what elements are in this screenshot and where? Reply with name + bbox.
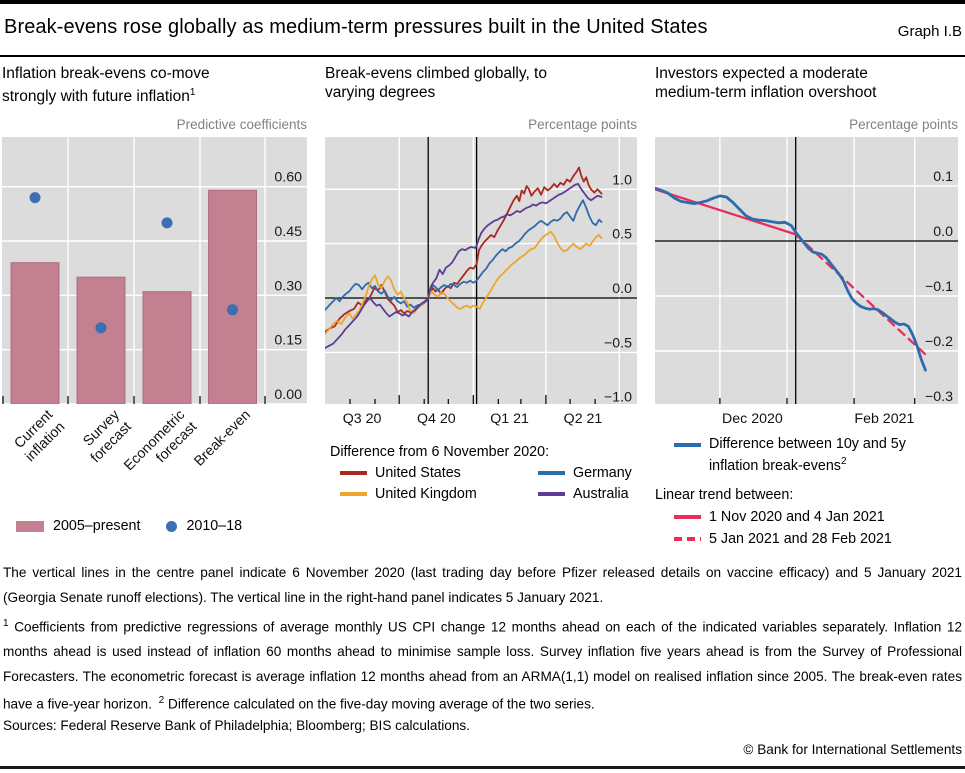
footnote-2-text: Difference calculated on the five-day mo… bbox=[168, 696, 595, 712]
dashed-trend-swatch-icon bbox=[674, 537, 701, 541]
legend-item-trend-dashed: 5 Jan 2021 and 28 Feb 2021 bbox=[655, 531, 963, 547]
left-panel-title-line2: strongly with future inflation bbox=[2, 88, 190, 106]
svg-text:0.60: 0.60 bbox=[274, 170, 302, 186]
right-panel-x-axis-labels: Dec 2020 Feb 2021 bbox=[655, 411, 958, 431]
svg-text:0.1: 0.1 bbox=[933, 169, 953, 185]
left-panel-legend: 2005–present 2010–18 bbox=[16, 518, 242, 534]
legend-label-line2: inflation break-evens2 bbox=[709, 456, 847, 475]
solid-trend-swatch-icon bbox=[674, 515, 701, 519]
svg-text:0.5: 0.5 bbox=[612, 227, 632, 243]
legend-item-trend-solid: 1 Nov 2020 and 4 Jan 2021 bbox=[655, 509, 963, 525]
x-tick-label: Q4 20 bbox=[416, 411, 456, 427]
centre-legend-grid: United States Germany United Kingdom Aus… bbox=[330, 465, 642, 502]
legend-item-2010-18: 2010–18 bbox=[166, 518, 242, 534]
legend-label-2005-present: 2005–present bbox=[53, 518, 141, 534]
trend-legend-title: Linear trend between: bbox=[655, 486, 794, 503]
left-panel-category-labels: Current inflation Survey forecast Economet… bbox=[2, 407, 307, 515]
footnotes-paragraph: 1 Coefficients from predictive regressio… bbox=[3, 612, 962, 717]
line-swatch-icon bbox=[340, 492, 367, 496]
left-panel-title: Inflation break-evens co-move strongly w… bbox=[2, 64, 314, 106]
centre-legend-title: Difference from 6 November 2020: bbox=[330, 444, 550, 460]
legend-label-breakeven-difference: Difference between 10y and 5y inflation … bbox=[709, 436, 906, 476]
centre-panel-x-axis-labels: Q3 20 Q4 20 Q1 21 Q2 21 bbox=[325, 411, 637, 431]
legend-label-united-kingdom: United Kingdom bbox=[375, 486, 477, 502]
legend-label-trend-dashed: 5 Jan 2021 and 28 Feb 2021 bbox=[709, 530, 892, 547]
line-swatch-icon bbox=[538, 492, 565, 496]
svg-text:−0.2: −0.2 bbox=[925, 334, 953, 350]
bar-swatch-icon bbox=[16, 520, 44, 532]
svg-text:0.45: 0.45 bbox=[274, 224, 302, 240]
x-tick-label: Q2 21 bbox=[563, 411, 603, 427]
svg-text:1.0: 1.0 bbox=[612, 172, 632, 188]
x-tick-label: Dec 2020 bbox=[722, 411, 783, 427]
centre-panel-title-line1: Break-evens climbed globally, to bbox=[325, 65, 547, 82]
centre-panel-title: Break-evens climbed globally, to varying… bbox=[325, 64, 637, 102]
legend-item-germany: Germany bbox=[538, 465, 642, 481]
svg-text:0.0: 0.0 bbox=[933, 224, 953, 240]
right-panel-line-chart: 0.1 0.0 −0.1 −0.2 −0.3 bbox=[655, 137, 958, 404]
svg-text:−0.5: −0.5 bbox=[604, 335, 632, 351]
legend-item-2005-present: 2005–present bbox=[16, 518, 140, 534]
right-panel-title-line1: Investors expected a moderate bbox=[655, 65, 868, 82]
right-panel-unit-label: Percentage points bbox=[849, 117, 958, 132]
top-rule bbox=[0, 0, 965, 4]
x-tick-label: Q3 20 bbox=[342, 411, 382, 427]
bottom-rule bbox=[0, 766, 965, 769]
legend-label-australia: Australia bbox=[573, 486, 629, 502]
legend-label-united-states: United States bbox=[375, 465, 461, 481]
line-swatch-icon bbox=[674, 443, 701, 447]
legend-item-united-states: United States bbox=[340, 465, 538, 481]
svg-text:−0.3: −0.3 bbox=[925, 389, 953, 404]
legend-label-germany: Germany bbox=[573, 465, 632, 481]
sources-line: Sources: Federal Reserve Bank of Philade… bbox=[3, 718, 470, 733]
centre-panel-unit-label: Percentage points bbox=[528, 117, 637, 132]
centre-panel-legend: Difference from 6 November 2020: United … bbox=[330, 444, 642, 502]
legend-label-line1: Difference between 10y and 5y bbox=[709, 436, 906, 452]
svg-text:−1.0: −1.0 bbox=[604, 390, 632, 404]
footnote-2-marker: 2 bbox=[158, 695, 165, 707]
x-tick-label: Q1 21 bbox=[490, 411, 529, 427]
svg-text:0.00: 0.00 bbox=[274, 387, 302, 403]
x-tick-label: Feb 2021 bbox=[854, 411, 915, 427]
dot-swatch-icon bbox=[166, 520, 178, 532]
page-title: Break-evens rose globally as medium-term… bbox=[4, 16, 708, 38]
centre-panel-line-chart: 1.0 0.5 0.0 −0.5 −1.0 bbox=[325, 137, 637, 404]
header-divider bbox=[0, 55, 965, 57]
copyright-notice: © Bank for International Settlements bbox=[743, 742, 962, 757]
left-panel-title-footnote-marker: 1 bbox=[189, 87, 196, 98]
legend-item-breakeven-difference: Difference between 10y and 5y inflation … bbox=[655, 436, 963, 476]
svg-text:0.30: 0.30 bbox=[274, 278, 302, 294]
figure-note: The vertical lines in the centre panel i… bbox=[3, 565, 962, 605]
centre-panel-title-line2: varying degrees bbox=[325, 84, 436, 101]
graph-number-label: Graph I.B bbox=[897, 23, 962, 40]
right-panel-title-line2: medium-term inflation overshoot bbox=[655, 84, 877, 101]
svg-text:0.15: 0.15 bbox=[274, 333, 302, 349]
right-panel-title: Investors expected a moderate medium-ter… bbox=[655, 64, 960, 102]
left-panel-unit-label: Predictive coefficients bbox=[176, 117, 307, 132]
legend-item-united-kingdom: United Kingdom bbox=[340, 486, 538, 502]
category-label: Econometric forecast bbox=[121, 407, 200, 475]
svg-text:0.0: 0.0 bbox=[612, 281, 632, 297]
legend-item-australia: Australia bbox=[538, 486, 642, 502]
line-swatch-icon bbox=[340, 471, 367, 475]
right-panel-legend: Difference between 10y and 5y inflation … bbox=[655, 436, 963, 547]
category-label: Break-even bbox=[191, 407, 254, 470]
legend-label-line2-text: inflation break-evens bbox=[709, 458, 841, 475]
left-panel-title-line1: Inflation break-evens co-move bbox=[2, 65, 210, 82]
footnote-1-marker: 1 bbox=[3, 618, 9, 629]
footnote-1-text: Coefficients from predictive regressions… bbox=[3, 619, 962, 712]
legend-footnote-marker: 2 bbox=[840, 456, 847, 468]
line-swatch-icon bbox=[538, 471, 565, 475]
legend-label-trend-solid: 1 Nov 2020 and 4 Jan 2021 bbox=[709, 508, 885, 525]
legend-label-2010-18: 2010–18 bbox=[186, 518, 243, 534]
left-panel-bar-chart: 0.60 0.45 0.30 0.15 0.00 bbox=[2, 137, 307, 404]
svg-text:−0.1: −0.1 bbox=[925, 279, 953, 295]
category-label: Current inflation bbox=[11, 407, 68, 465]
